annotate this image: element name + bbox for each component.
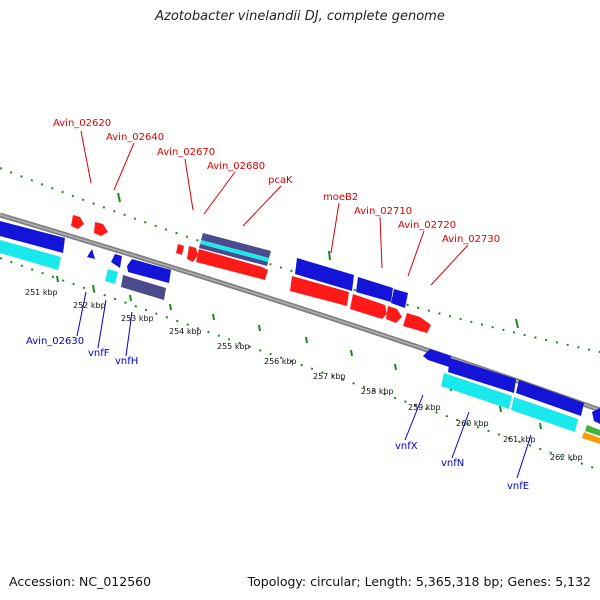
gene-avin-02670[interactable]	[176, 244, 184, 255]
kbp-label: 253 kbp	[121, 314, 154, 323]
kbp-label: 261 kbp	[503, 435, 536, 444]
gene-moeb2-red[interactable]	[290, 276, 349, 306]
gene-label-avin-02640[interactable]: Avin_02640	[106, 132, 164, 143]
topology-text: Topology: circular; Length: 5,365,318 bp…	[247, 574, 591, 589]
gene-avin-02640[interactable]	[94, 222, 108, 236]
gene-right-edge-green[interactable]	[585, 425, 600, 436]
gene-avin-02620[interactable]	[71, 215, 84, 229]
kbp-label: 256 kbp	[264, 357, 297, 366]
gene-avin-02710-red[interactable]	[350, 294, 387, 319]
gene-vnfe-blue[interactable]	[516, 380, 584, 416]
gene-label-avin-02730[interactable]: Avin_02730	[442, 234, 500, 245]
gene-label-vnfh[interactable]: vnfH	[115, 356, 138, 367]
gene-label-vnff[interactable]: vnfF	[88, 348, 110, 359]
gene-vnfn-cyan[interactable]	[441, 373, 512, 409]
gene-moeb2-blue[interactable]	[295, 258, 354, 291]
gene-features	[0, 215, 600, 444]
gene-pcak-navy[interactable]	[201, 233, 271, 258]
gene-label-avin-02620[interactable]: Avin_02620	[53, 118, 111, 129]
gene-pcak-red[interactable]	[196, 249, 268, 280]
gene-label-avin-02710[interactable]: Avin_02710	[354, 206, 412, 217]
gene-vnff[interactable]	[111, 254, 122, 268]
gene-label-avin-02680[interactable]: Avin_02680	[207, 161, 265, 172]
gene-right-edge-orange[interactable]	[582, 432, 600, 444]
map-title: Azotobacter vinelandii DJ, complete geno…	[155, 9, 445, 24]
gene-left-blue[interactable]	[0, 221, 65, 253]
label-leaders	[76, 130, 532, 479]
gene-avin-02720-blue[interactable]	[391, 289, 408, 308]
gene-avin-02630[interactable]	[87, 249, 95, 259]
kbp-label: 259 kbp	[408, 403, 441, 412]
outer-tick-track	[0, 167, 600, 353]
kbp-label: 262 kbp	[550, 453, 583, 462]
kbp-labels: 251 kbp 252 kbp 253 kbp 254 kbp 255 kbp …	[25, 288, 583, 462]
gene-vnfn-blue[interactable]	[448, 358, 516, 393]
gene-label-avin-02630[interactable]: Avin_02630	[26, 336, 84, 347]
gene-avin-02680[interactable]	[187, 246, 198, 262]
kbp-label: 260 kbp	[456, 419, 489, 428]
gene-label-vnfe[interactable]: vnfE	[507, 481, 529, 492]
kbp-label: 255 kbp	[217, 342, 250, 351]
kbp-label: 251 kbp	[25, 288, 58, 297]
gene-avin-02710-blue[interactable]	[356, 277, 393, 302]
gene-label-moeb2[interactable]: moeB2	[323, 192, 358, 203]
gene-left-cyan[interactable]	[0, 240, 61, 270]
gene-vnfh-navy[interactable]	[121, 275, 166, 300]
gene-vnff-cyan[interactable]	[105, 269, 118, 284]
forward-gene-labels: Avin_02620 Avin_02640 Avin_02670 Avin_02…	[53, 118, 500, 245]
gene-vnfe-cyan[interactable]	[511, 397, 578, 432]
gene-avin-02730[interactable]	[403, 313, 431, 333]
gene-right-edge-blue[interactable]	[592, 408, 600, 424]
gene-label-pcak[interactable]: pcaK	[268, 175, 293, 186]
kbp-label: 252 kbp	[73, 301, 106, 310]
gene-pcak-navy-2[interactable]	[199, 244, 268, 266]
gene-label-vnfn[interactable]: vnfN	[441, 458, 464, 469]
kbp-label: 258 kbp	[361, 387, 394, 396]
gene-avin-02720-red[interactable]	[386, 306, 402, 323]
kbp-label: 254 kbp	[169, 327, 202, 336]
gene-label-avin-02720[interactable]: Avin_02720	[398, 220, 456, 231]
gene-pcak-cyan[interactable]	[200, 240, 269, 262]
gene-label-avin-02670[interactable]: Avin_02670	[157, 147, 215, 158]
reverse-gene-labels: Avin_02630 vnfF vnfH vnfX vnfN vnfE	[26, 336, 529, 492]
gene-label-vnfx[interactable]: vnfX	[395, 441, 418, 452]
gene-vnfh-blue[interactable]	[127, 259, 171, 283]
inner-tick-track	[0, 257, 600, 471]
kbp-label: 257 kbp	[313, 372, 346, 381]
gene-vnfx[interactable]	[423, 349, 451, 367]
accession-text: Accession: NC_012560	[9, 574, 152, 589]
